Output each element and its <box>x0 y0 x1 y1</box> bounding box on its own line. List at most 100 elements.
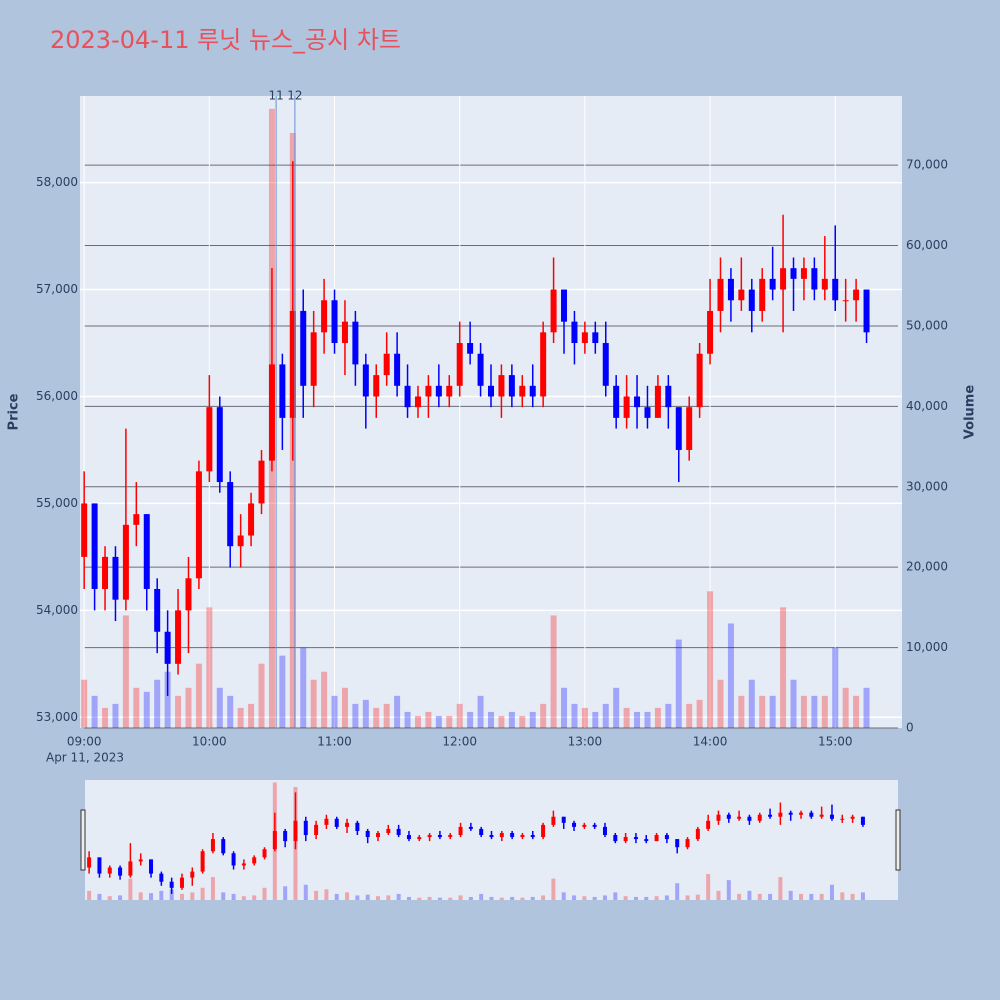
candle-body <box>97 857 102 874</box>
candle-body <box>164 631 171 664</box>
volume-bar <box>665 703 672 728</box>
candle-body <box>383 353 390 376</box>
candle-body <box>665 385 672 408</box>
volume-bar <box>519 715 526 728</box>
volume-bar <box>107 896 112 900</box>
y-tick-label: 56,000 <box>36 389 78 403</box>
y-tick-label: 54,000 <box>36 603 78 617</box>
candle-body <box>696 353 703 408</box>
x-tick-label: 15:00 <box>818 735 853 749</box>
y2-tick-label: 10,000 <box>906 640 948 654</box>
candle-body <box>437 835 442 838</box>
volume-bar <box>341 687 348 728</box>
candle-body <box>91 503 98 589</box>
candle-body <box>788 812 793 815</box>
candle-body <box>488 385 494 397</box>
annotation-text: 11 <box>268 89 283 103</box>
candle-body <box>331 300 338 344</box>
volume-bar <box>488 711 494 728</box>
candle-body <box>551 816 556 825</box>
candle-body <box>529 385 536 397</box>
volume-bar <box>582 896 587 900</box>
candle-body <box>592 332 599 344</box>
y2-tick-label: 50,000 <box>906 318 948 332</box>
candle-body <box>149 859 154 874</box>
candle-body <box>644 839 649 842</box>
candle-body <box>293 820 298 842</box>
volume-bar <box>102 707 109 728</box>
y-axis-title: Price <box>7 393 22 430</box>
volume-bar <box>644 711 651 728</box>
candle-body <box>435 385 442 397</box>
volume-bar <box>417 897 422 900</box>
volume-bar <box>581 707 588 728</box>
volume-bar <box>138 892 143 900</box>
x-tick-label: 13:00 <box>568 735 603 749</box>
volume-bar <box>283 886 288 900</box>
volume-bar <box>819 893 824 900</box>
slider-handle-left[interactable] <box>80 809 86 871</box>
chart-title: 2023-04-11 루닛 뉴스_공시 차트 <box>50 26 401 54</box>
y2-tick-label: 30,000 <box>906 479 948 493</box>
volume-bar <box>179 893 184 900</box>
candle-body <box>272 830 277 850</box>
candle-body <box>133 514 140 525</box>
volume-bar <box>800 695 807 728</box>
candle-body <box>623 837 628 842</box>
volume-bar <box>707 591 714 728</box>
y-tick-label: 55,000 <box>36 496 78 510</box>
candle-body <box>128 861 133 876</box>
candle-body <box>241 863 246 866</box>
candle-body <box>853 289 860 301</box>
range-slider[interactable] <box>85 780 898 900</box>
candle-body <box>417 837 422 840</box>
candle-body <box>352 321 359 365</box>
volume-bar <box>448 897 453 900</box>
volume-bar <box>241 896 246 900</box>
volume-bar <box>81 679 88 728</box>
candle-body <box>458 826 463 836</box>
candle-body <box>780 268 787 290</box>
x-tick-label: 12:00 <box>442 735 477 749</box>
volume-bar <box>477 695 484 728</box>
candle-body <box>821 278 828 290</box>
candle-body <box>613 385 620 418</box>
volume-bar <box>499 897 504 900</box>
y2-tick-label: 70,000 <box>906 158 948 172</box>
candle-body <box>706 820 711 829</box>
candle-body <box>341 321 348 344</box>
candle-body <box>300 310 307 386</box>
volume-bar <box>345 892 350 900</box>
candle-body <box>561 816 566 823</box>
candle-body <box>519 385 526 397</box>
volume-bar <box>231 893 236 900</box>
volume-bar <box>310 679 317 728</box>
candle-body <box>675 839 680 848</box>
candle-body <box>769 278 776 290</box>
candle-body <box>159 873 164 882</box>
candle-body <box>778 812 783 817</box>
slider-handle-right[interactable] <box>895 809 901 871</box>
volume-bar <box>200 887 205 900</box>
volume-bar <box>362 699 369 728</box>
volume-bar <box>530 896 535 900</box>
candle-body <box>355 822 360 831</box>
volume-bar <box>456 703 463 728</box>
volume-bar <box>799 893 804 900</box>
candle-body <box>489 835 494 838</box>
candle-body <box>345 822 350 827</box>
volume-bar <box>221 892 226 900</box>
candle-body <box>334 818 339 827</box>
candle-body <box>819 814 824 817</box>
candle-body <box>262 849 267 858</box>
candle-body <box>118 867 123 876</box>
volume-bar <box>592 711 599 728</box>
candle-body <box>179 877 184 888</box>
candle-body <box>396 828 401 836</box>
volume-bar <box>790 679 797 728</box>
candle-body <box>289 310 296 418</box>
candle-body <box>227 482 234 547</box>
candle-body <box>252 857 257 864</box>
candle-body <box>581 332 588 344</box>
x-tick-label: 09:00 <box>67 735 102 749</box>
